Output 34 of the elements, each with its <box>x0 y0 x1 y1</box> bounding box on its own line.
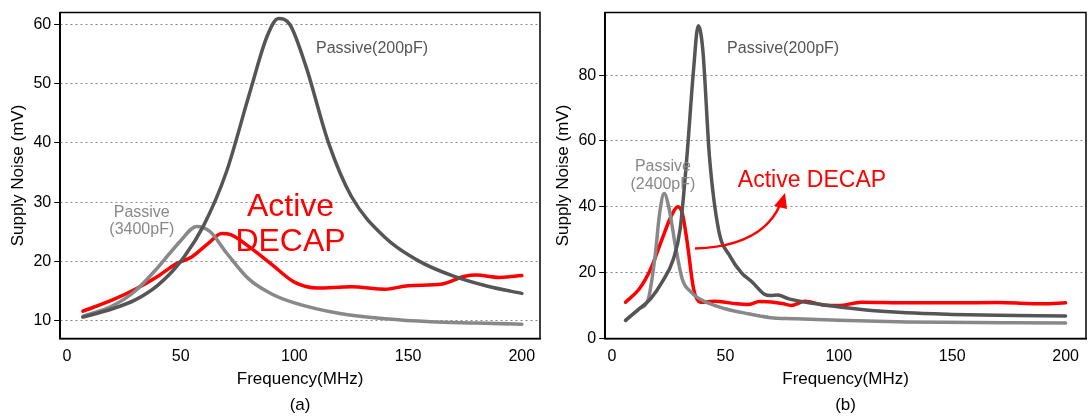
y-tick-label: 60 <box>578 131 597 149</box>
y-tick-label: 0 <box>587 328 597 346</box>
y-tick-label: 40 <box>578 197 597 215</box>
x-tick-label: 50 <box>716 347 735 365</box>
x-tick-label: 0 <box>62 347 72 365</box>
line-series <box>81 16 524 319</box>
y-tick-label: 30 <box>33 192 52 210</box>
y-tick-label: 40 <box>33 133 52 151</box>
text: (b) <box>835 394 856 414</box>
y-tick-label: 20 <box>578 262 597 280</box>
line-series <box>623 24 1068 323</box>
text: Active DECAP <box>737 165 887 192</box>
x-tick-label: 100 <box>825 347 853 365</box>
x-tick-label: 100 <box>281 347 308 365</box>
y-axis-title: Supply Noise (mV) <box>552 104 572 247</box>
x-tick-label: 50 <box>171 347 190 365</box>
series-label: Active DECAP <box>235 186 346 258</box>
x-axis-title: Frequency(MHz) <box>236 369 364 389</box>
y-tick-label: 10 <box>33 311 52 329</box>
y-axis-title: Supply Noise (mV) <box>7 104 27 247</box>
series-label: Passive(200pF) <box>316 38 429 56</box>
x-axis-title: Frequency(MHz) <box>782 369 909 389</box>
y-tick-label: 20 <box>33 251 52 269</box>
x-tick-label: 200 <box>508 347 536 365</box>
series-label: Passive (3400pF) <box>109 202 175 238</box>
x-tick-label: 200 <box>1052 347 1080 365</box>
x-tick-label: 150 <box>938 347 966 365</box>
y-tick-label: 50 <box>33 74 52 92</box>
x-tick-label: 0 <box>607 347 617 365</box>
text: (a) <box>289 394 311 414</box>
y-tick-label: 80 <box>578 65 597 83</box>
series-label: Passive(200pF) <box>727 38 840 56</box>
x-tick-label: 150 <box>394 347 422 365</box>
y-tick-label: 60 <box>33 14 52 32</box>
